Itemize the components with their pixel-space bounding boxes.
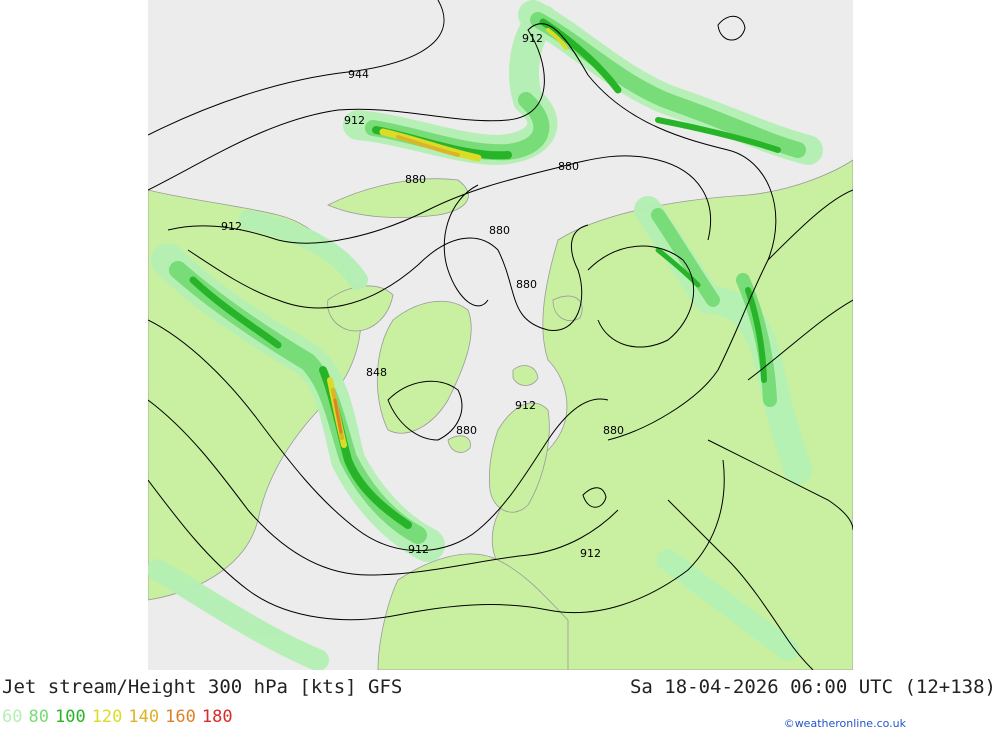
contour-label-880: 880 bbox=[603, 424, 624, 437]
contour-label-912: 912 bbox=[344, 114, 365, 127]
jet-core-160 bbox=[333, 398, 343, 434]
contour-label-912: 912 bbox=[515, 399, 536, 412]
speed-legend: 60 80 100 120 140 160 180 bbox=[2, 707, 239, 727]
forecast-datetime: Sa 18-04-2026 06:00 UTC (12+138) bbox=[629, 676, 996, 698]
contour-label-912: 912 bbox=[580, 547, 601, 560]
title-row: Jet stream/Height 300 hPa [kts] GFS Sa 1… bbox=[0, 676, 1000, 704]
contour-label-880: 880 bbox=[516, 278, 537, 291]
contour-label-880: 880 bbox=[405, 173, 426, 186]
contour-label-912: 912 bbox=[221, 220, 242, 233]
contour-label-912: 912 bbox=[522, 32, 543, 45]
contour-label-880: 880 bbox=[456, 424, 477, 437]
contour-label-880: 880 bbox=[489, 224, 510, 237]
contour-label-880: 880 bbox=[558, 160, 579, 173]
credit-link[interactable]: ©weatheronline.co.uk bbox=[783, 717, 906, 730]
legend-item-100: 100 bbox=[54, 707, 86, 727]
legend-item-60: 60 bbox=[2, 707, 23, 727]
legend-item-180: 180 bbox=[201, 707, 233, 727]
jet-stream-map: 944 912 912 880 880 912 880 880 848 912 … bbox=[148, 0, 853, 670]
legend-item-80: 80 bbox=[28, 707, 49, 727]
height-contours bbox=[148, 0, 853, 670]
legend-item-160: 160 bbox=[165, 707, 196, 727]
legend-item-140: 140 bbox=[128, 707, 160, 727]
contour-labels: 944 912 912 880 880 912 880 880 848 912 … bbox=[221, 32, 624, 560]
contour-label-912: 912 bbox=[408, 543, 429, 556]
contour-label-848: 848 bbox=[366, 366, 387, 379]
legend-item-120: 120 bbox=[91, 707, 123, 727]
contour-label-944: 944 bbox=[348, 68, 369, 81]
map-title: Jet stream/Height 300 hPa [kts] GFS bbox=[2, 676, 403, 698]
